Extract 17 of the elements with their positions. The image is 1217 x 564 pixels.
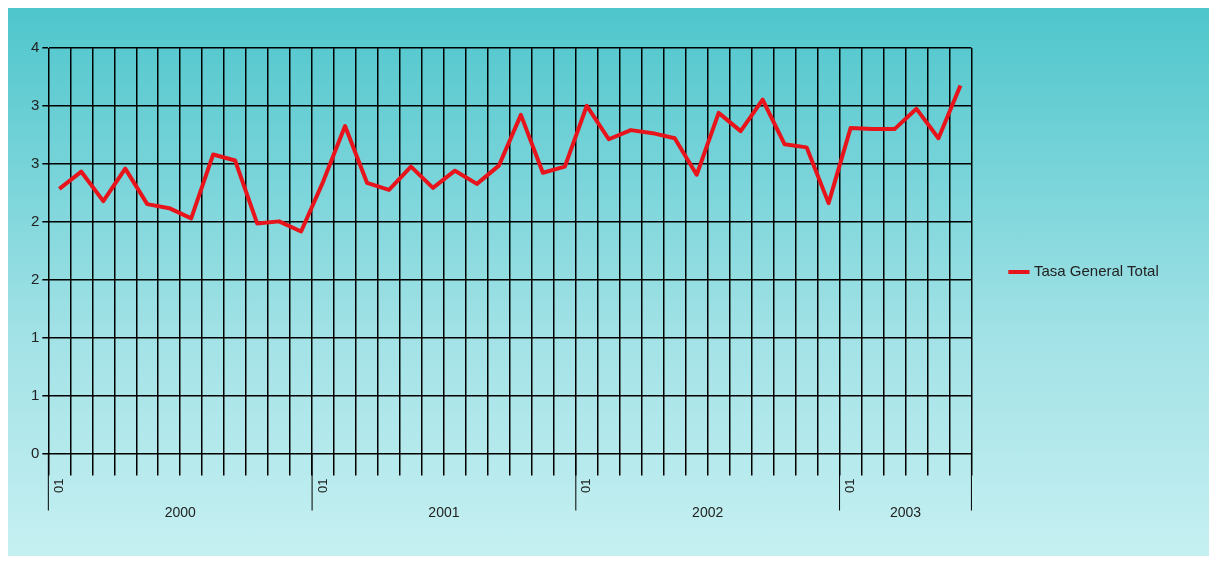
x-tick-label: 01 <box>842 478 858 494</box>
y-tick-label: 0 <box>31 443 40 461</box>
text: 2003 <box>889 504 922 521</box>
y-tick-label: 1 <box>31 328 40 346</box>
x-tick-label: 01 <box>314 478 330 494</box>
x-tick-label: 01 <box>578 478 594 494</box>
y-tick-label: 4 <box>31 38 40 56</box>
text: 2002 <box>692 504 724 521</box>
y-tick-label: 1 <box>31 385 40 403</box>
y-tick-label: 2 <box>31 211 40 229</box>
x-tick-label: 01 <box>50 478 66 494</box>
text: 2001 <box>428 504 460 521</box>
y-tick-label: 2 <box>31 270 40 288</box>
legend-label: Tasa General Total <box>1033 262 1159 280</box>
y-tick-label: 3 <box>31 153 40 171</box>
y-tick-label: 3 <box>31 95 40 113</box>
text: 2000 <box>164 504 196 521</box>
